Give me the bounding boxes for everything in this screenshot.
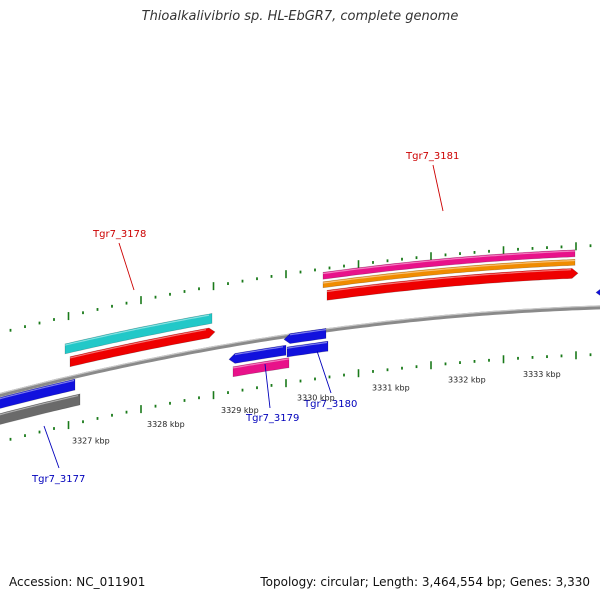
scale-label: 3327 kbp (72, 436, 110, 445)
gene-tgr7-3181-cds-highlight (326, 269, 572, 293)
gene-tgr7-3178-feature[interactable] (64, 313, 213, 355)
gene-tgr7-3180-feature-highlight (286, 341, 328, 349)
tgr7-3181-label[interactable]: Tgr7_3181 (405, 151, 459, 162)
gene-tgr7-3177-cds[interactable] (0, 393, 81, 427)
tgr7-3180-leader-line (316, 350, 332, 394)
gene-tgr7-3181-feature-highlight (322, 250, 576, 275)
inner-tick-track (9, 351, 592, 441)
scale-label: 3332 kbp (448, 376, 486, 385)
gene-tgr7-3178-cds[interactable] (69, 327, 216, 368)
tgr7-3179-label[interactable]: Tgr7_3179 (245, 413, 299, 424)
map-title: Thioalkalivibrio sp. HL-EbGR7, complete … (141, 9, 459, 24)
feature-layer (0, 249, 600, 427)
tgr7-3178-label[interactable]: Tgr7_3178 (92, 229, 146, 240)
gene-tgr7-3181-mrna-highlight (322, 259, 576, 284)
genome-summary-text: Topology: circular; Length: 3,464,554 bp… (260, 575, 590, 589)
scale-label: 3330 kbp (297, 394, 335, 403)
gene-tgr7-3179-feature[interactable] (232, 357, 290, 378)
gene-tgr7-3180-cds-highlight (289, 329, 327, 336)
scale-label-layer: 3327 kbp 3328 kbp 3329 kbp 3330 kbp 3331 kbp… (72, 370, 561, 445)
outer-tick-track (9, 242, 592, 332)
tgr7-3178-leader-line (118, 242, 135, 291)
gene-tgr7-3177-feature[interactable] (0, 378, 76, 411)
tgr7-3181-leader-line (432, 164, 444, 212)
scale-label: 3333 kbp (523, 370, 561, 379)
gene-tgr7-3181-mrna[interactable] (322, 258, 576, 289)
gene-tgr7-3180-cds[interactable] (283, 328, 327, 344)
gene-tgr7-3179-cds-highlight (234, 346, 284, 356)
tgr7-3179-leader-line (264, 363, 271, 409)
gene-tgr7-3178-cds-highlight (69, 329, 207, 359)
tgr7-3177-leader-line (43, 425, 60, 469)
scale-label: 3328 kbp (147, 420, 185, 429)
gene-tgr7-3181-cds[interactable] (326, 268, 579, 301)
scale-label: 3329 kbp (221, 406, 259, 415)
gene-tgr7-3177-feature-highlight (0, 379, 75, 400)
tgr7-3180-label[interactable]: Tgr7_3180 (303, 399, 357, 410)
scale-label: 3331 kbp (372, 384, 410, 393)
gene-tgr7-3178-feature-highlight (64, 314, 210, 346)
gene-tgr7-3177-cds-highlight (0, 395, 79, 416)
gene-tgr7-3179-cds[interactable] (228, 344, 287, 364)
edge-gene-feature[interactable] (595, 288, 600, 297)
accession-text: Accession: NC_011901 (9, 575, 146, 589)
gene-tgr7-3181-feature[interactable] (322, 249, 576, 280)
gene-tgr7-3180-feature[interactable] (286, 340, 329, 358)
gene-tgr7-3179-feature-highlight (232, 358, 290, 369)
gene-label-layer: Tgr7_3177 Tgr7_3178 Tgr7_3179 Tgr7_3180 Tgr7… (31, 151, 459, 485)
tgr7-3177-label[interactable]: Tgr7_3177 (31, 474, 85, 485)
